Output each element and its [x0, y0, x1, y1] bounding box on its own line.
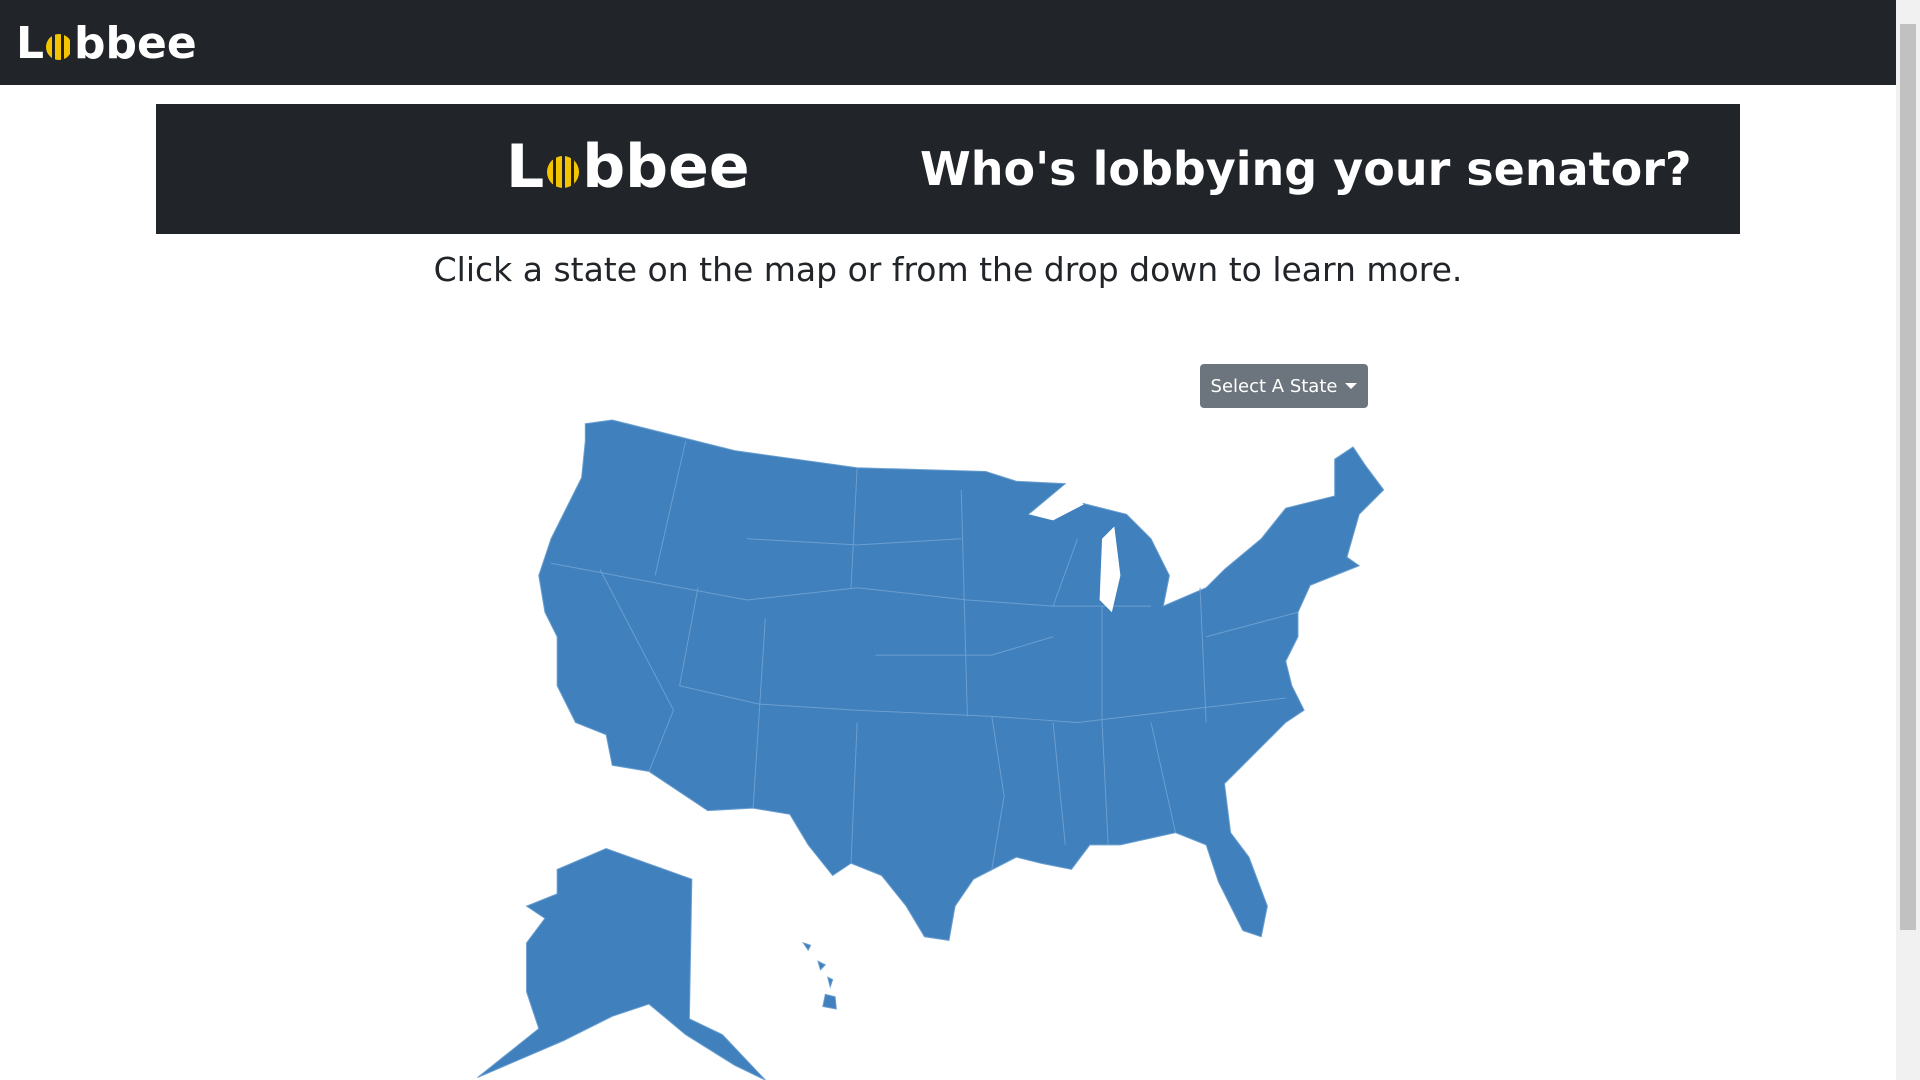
alaska[interactable]	[477, 848, 766, 1080]
scrollbar[interactable]	[1896, 0, 1920, 1080]
logo-text: L	[506, 132, 545, 202]
great-lakes	[1028, 489, 1121, 613]
navbar-logo[interactable]: L bbee	[16, 18, 197, 69]
dropdown-label: Select A State	[1210, 375, 1338, 397]
scrollbar-thumb[interactable]	[1900, 24, 1916, 930]
bee-icon	[46, 33, 73, 60]
caret	[1345, 383, 1358, 389]
banner-title: Who's lobbying your senator?	[920, 142, 1692, 196]
hawaii[interactable]	[802, 941, 837, 1010]
instructions: Click a state on the map or from the dro…	[433, 250, 1463, 289]
logo-text: L	[16, 18, 45, 69]
navbar: L bbee	[0, 0, 1896, 85]
state-dropdown[interactable]: Select A State	[1200, 364, 1368, 408]
banner-logo: L bbee	[506, 132, 750, 202]
logo-text: bbee	[74, 18, 197, 69]
logo-text: bbee	[582, 132, 750, 202]
banner: L bbee Who's lobbying your senator?	[156, 104, 1740, 234]
state-borders	[550, 440, 1299, 870]
contiguous-states[interactable]	[538, 419, 1385, 941]
bee-icon	[547, 156, 580, 188]
